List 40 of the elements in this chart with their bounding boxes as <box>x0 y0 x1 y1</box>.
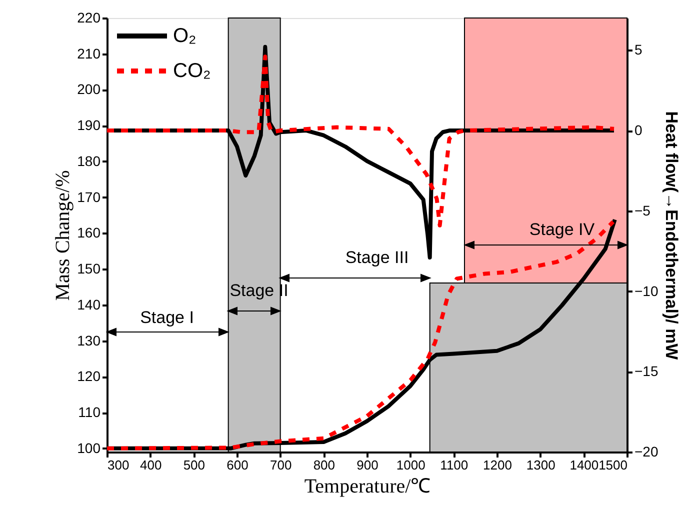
y-tick-label: 130 <box>77 332 101 348</box>
y-tick-label: 220 <box>77 10 101 26</box>
y2-tick-label: −15 <box>634 363 658 380</box>
y2-axis-title: Heat flow(→Endothermal)/ mW <box>662 111 682 361</box>
y-tick-label: 210 <box>77 45 101 62</box>
y-tick-label: 170 <box>77 188 101 205</box>
x-tick-label: 500 <box>183 458 206 472</box>
x-tick-label: 900 <box>356 458 378 472</box>
y-tick-label: 140 <box>77 296 101 312</box>
y-tick-label: 150 <box>77 260 101 277</box>
y2-tick-label: −5 <box>634 202 651 218</box>
x-tick-label: 700 <box>270 458 292 472</box>
x-tick-label: 1500 <box>598 458 628 472</box>
y-tick-label: 120 <box>77 368 101 384</box>
y-tick-label: 100 <box>77 440 101 456</box>
annotation: Stage I <box>140 308 194 327</box>
x-tick-label: 1000 <box>396 458 426 472</box>
x-tick-label: 1100 <box>440 458 468 472</box>
y2-tick-label: −10 <box>634 282 658 299</box>
x-tick-label: 1300 <box>526 458 556 472</box>
x-tick-label: 600 <box>226 458 248 472</box>
x-tick-label: 1200 <box>483 458 512 472</box>
y2-tick-label: 5 <box>634 42 642 58</box>
y-tick-label: 180 <box>77 152 101 169</box>
x-axis-title: Temperature/℃ <box>304 476 431 498</box>
x-tick-label: 1400 <box>570 458 599 472</box>
x-tick-label: 400 <box>140 458 162 472</box>
legend-label: O₂ <box>173 25 196 47</box>
annotation: Stage IV <box>529 220 596 239</box>
y-axis-title: Mass Change/% <box>52 170 74 301</box>
x-tick-label: 800 <box>313 458 336 472</box>
legend-label: CO₂ <box>173 60 211 82</box>
y2-tick-label: −20 <box>634 444 658 460</box>
y-tick-label: 200 <box>77 81 101 98</box>
y-tick-label: 110 <box>78 404 101 420</box>
x-tick-label: 300 <box>108 458 130 472</box>
y2-tick-label: 0 <box>634 122 642 138</box>
annotation: Stage III <box>345 248 409 267</box>
y-tick-label: 190 <box>77 117 101 134</box>
y-tick-label: 160 <box>77 224 101 241</box>
